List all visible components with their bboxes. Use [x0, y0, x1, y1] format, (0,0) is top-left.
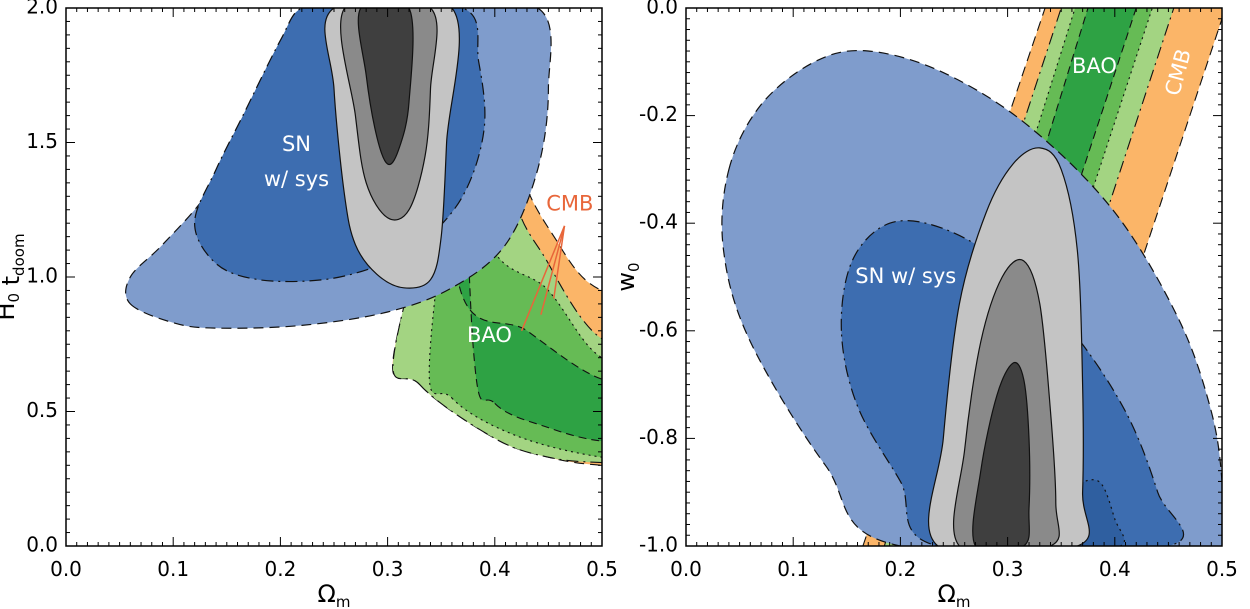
y-tick-label: 1.0 — [26, 264, 58, 288]
region-label-2: BAO — [467, 323, 512, 347]
x-tick-label: 0.5 — [1206, 557, 1238, 581]
y-tick-label: -0.6 — [639, 317, 678, 341]
left-panel: SN w/ sys BAO CMB 0.0 0.1 0.2 0.3 0.4 0.5 0.0 0.5 1.… — [0, 0, 618, 609]
region-label-2: SN w/ sys — [855, 264, 956, 288]
y-tick-label: 0.5 — [26, 398, 58, 422]
x-tick-label: 0.3 — [992, 557, 1024, 581]
region-label-0: BAO — [1072, 54, 1117, 78]
y-tick-label: -1.0 — [639, 533, 678, 557]
plot-area-left: SN w/ sys BAO CMB — [125, 8, 602, 466]
y-tick-label: 0.0 — [646, 0, 678, 19]
cmb-pointer-line — [540, 225, 566, 315]
y-axis-label: w0 — [612, 262, 643, 291]
y-tick-label: 1.5 — [26, 129, 58, 153]
contour-combined-1- — [357, 8, 414, 166]
x-axis-label: Ωm — [938, 580, 971, 609]
cmb-pointer-line — [520, 225, 566, 332]
x-axis-label: Ωm — [318, 580, 351, 609]
region-label-1: w/ sys — [264, 167, 329, 191]
x-tick-label: 0.1 — [157, 557, 189, 581]
y-tick-label: -0.2 — [639, 102, 678, 126]
x-tick-label: 0.5 — [586, 557, 618, 581]
y-tick-label: -0.4 — [639, 210, 678, 234]
x-tick-label: 0.2 — [884, 557, 916, 581]
y-tick-label: 0.0 — [26, 533, 58, 557]
x-tick-label: 0.4 — [479, 557, 511, 581]
x-tick-label: 0.1 — [777, 557, 809, 581]
y-tick-label: 2.0 — [26, 0, 58, 19]
y-tick-label: -0.8 — [639, 425, 678, 449]
region-label-3: CMB — [546, 191, 593, 215]
cmb-pointer-line — [553, 225, 566, 299]
region-label-0: SN — [282, 132, 311, 156]
x-tick-label: 0.0 — [670, 557, 702, 581]
y-axis-label: H0 tdoom — [0, 233, 28, 320]
x-tick-label: 0.4 — [1099, 557, 1131, 581]
contour-combined-1- — [972, 361, 1031, 546]
x-tick-label: 0.0 — [50, 557, 82, 581]
x-tick-label: 0.3 — [372, 557, 404, 581]
x-tick-label: 0.2 — [264, 557, 296, 581]
